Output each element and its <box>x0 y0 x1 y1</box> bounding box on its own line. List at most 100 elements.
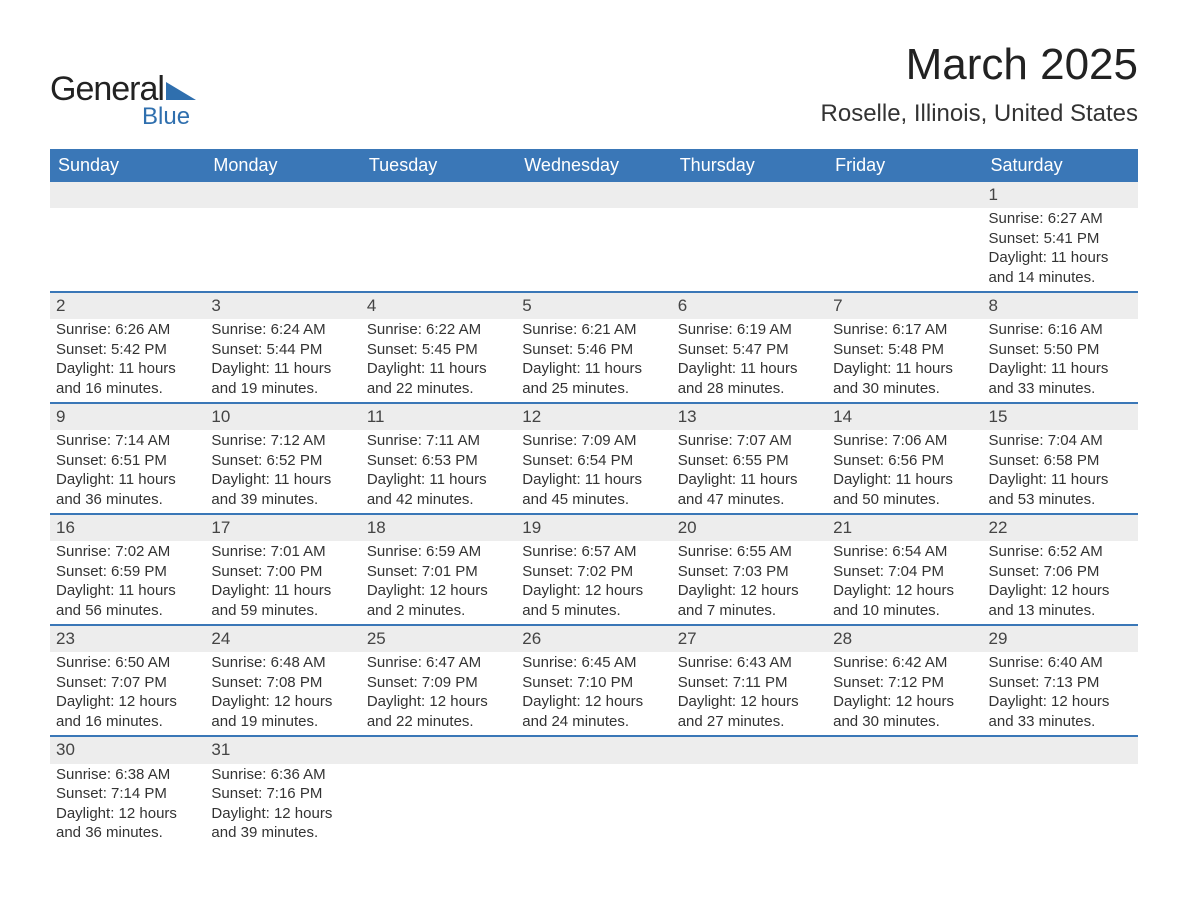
day-number-cell: 31 <box>205 736 360 763</box>
daylight-text: Daylight: 11 hours <box>678 470 821 490</box>
day-number-cell: 25 <box>361 625 516 652</box>
daylight-text: Daylight: 11 hours <box>522 470 665 490</box>
daylight-text: Daylight: 11 hours <box>989 470 1132 490</box>
day-number-cell: 4 <box>361 292 516 319</box>
title-block: March 2025 Roselle, Illinois, United Sta… <box>821 40 1138 128</box>
daylight-text: and 19 minutes. <box>211 712 354 732</box>
day-number-row: 9101112131415 <box>50 403 1138 430</box>
sunset-text: Sunset: 6:51 PM <box>56 451 199 471</box>
daylight-text: and 39 minutes. <box>211 823 354 843</box>
day-number-cell <box>672 736 827 763</box>
daylight-text: Daylight: 12 hours <box>367 692 510 712</box>
day-number-cell <box>50 182 205 208</box>
day-number-cell <box>516 182 671 208</box>
sunrise-text: Sunrise: 6:42 AM <box>833 653 976 673</box>
sunset-text: Sunset: 5:50 PM <box>989 340 1132 360</box>
day-number-cell <box>827 182 982 208</box>
day-number-cell: 23 <box>50 625 205 652</box>
sunrise-text: Sunrise: 6:59 AM <box>367 542 510 562</box>
day-body-cell: Sunrise: 6:24 AMSunset: 5:44 PMDaylight:… <box>205 319 360 403</box>
day-number-cell: 22 <box>983 514 1138 541</box>
daylight-text: Daylight: 12 hours <box>989 581 1132 601</box>
sunrise-text: Sunrise: 6:52 AM <box>989 542 1132 562</box>
daylight-text: and 16 minutes. <box>56 712 199 732</box>
day-number-cell: 16 <box>50 514 205 541</box>
sunrise-text: Sunrise: 6:17 AM <box>833 320 976 340</box>
day-body-cell <box>827 208 982 292</box>
daylight-text: and 36 minutes. <box>56 823 199 843</box>
sunset-text: Sunset: 7:10 PM <box>522 673 665 693</box>
day-number-cell <box>516 736 671 763</box>
weekday-header: Wednesday <box>516 149 671 182</box>
daylight-text: Daylight: 11 hours <box>211 581 354 601</box>
daylight-text: Daylight: 11 hours <box>833 359 976 379</box>
day-body-row: Sunrise: 6:26 AMSunset: 5:42 PMDaylight:… <box>50 319 1138 403</box>
day-number-row: 23242526272829 <box>50 625 1138 652</box>
day-body-cell: Sunrise: 6:27 AMSunset: 5:41 PMDaylight:… <box>983 208 1138 292</box>
day-number-cell: 11 <box>361 403 516 430</box>
day-number-cell: 9 <box>50 403 205 430</box>
daylight-text: and 50 minutes. <box>833 490 976 510</box>
daylight-text: Daylight: 12 hours <box>56 692 199 712</box>
daylight-text: and 14 minutes. <box>989 268 1132 288</box>
sunrise-text: Sunrise: 7:07 AM <box>678 431 821 451</box>
sunset-text: Sunset: 7:03 PM <box>678 562 821 582</box>
daylight-text: Daylight: 12 hours <box>211 804 354 824</box>
daylight-text: Daylight: 12 hours <box>211 692 354 712</box>
daylight-text: Daylight: 12 hours <box>367 581 510 601</box>
daylight-text: Daylight: 12 hours <box>678 581 821 601</box>
sunset-text: Sunset: 5:44 PM <box>211 340 354 360</box>
day-body-cell <box>361 764 516 847</box>
daylight-text: and 24 minutes. <box>522 712 665 732</box>
day-body-row: Sunrise: 7:02 AMSunset: 6:59 PMDaylight:… <box>50 541 1138 625</box>
daylight-text: Daylight: 11 hours <box>367 470 510 490</box>
sunrise-text: Sunrise: 6:24 AM <box>211 320 354 340</box>
header: General Blue March 2025 Roselle, Illinoi… <box>50 40 1138 131</box>
location-text: Roselle, Illinois, United States <box>821 100 1138 128</box>
day-number-cell: 28 <box>827 625 982 652</box>
daylight-text: and 45 minutes. <box>522 490 665 510</box>
sunset-text: Sunset: 7:02 PM <box>522 562 665 582</box>
sunrise-text: Sunrise: 6:21 AM <box>522 320 665 340</box>
weekday-header: Friday <box>827 149 982 182</box>
day-body-row: Sunrise: 6:38 AMSunset: 7:14 PMDaylight:… <box>50 764 1138 847</box>
weekday-header: Monday <box>205 149 360 182</box>
day-number-cell <box>983 736 1138 763</box>
day-body-cell <box>672 208 827 292</box>
daylight-text: Daylight: 12 hours <box>833 581 976 601</box>
day-body-cell: Sunrise: 6:45 AMSunset: 7:10 PMDaylight:… <box>516 652 671 736</box>
day-body-cell <box>827 764 982 847</box>
sunset-text: Sunset: 6:53 PM <box>367 451 510 471</box>
daylight-text: and 22 minutes. <box>367 379 510 399</box>
day-number-cell: 18 <box>361 514 516 541</box>
day-body-cell: Sunrise: 7:09 AMSunset: 6:54 PMDaylight:… <box>516 430 671 514</box>
day-number-cell <box>205 182 360 208</box>
weekday-header: Saturday <box>983 149 1138 182</box>
calendar-table: Sunday Monday Tuesday Wednesday Thursday… <box>50 149 1138 847</box>
sunset-text: Sunset: 5:48 PM <box>833 340 976 360</box>
day-number-cell: 1 <box>983 182 1138 208</box>
weekday-header: Sunday <box>50 149 205 182</box>
sunset-text: Sunset: 7:13 PM <box>989 673 1132 693</box>
daylight-text: Daylight: 11 hours <box>56 359 199 379</box>
sunset-text: Sunset: 6:58 PM <box>989 451 1132 471</box>
sunset-text: Sunset: 7:14 PM <box>56 784 199 804</box>
day-number-cell: 29 <box>983 625 1138 652</box>
day-body-cell: Sunrise: 7:14 AMSunset: 6:51 PMDaylight:… <box>50 430 205 514</box>
day-number-cell: 3 <box>205 292 360 319</box>
sunrise-text: Sunrise: 7:02 AM <box>56 542 199 562</box>
sunset-text: Sunset: 7:04 PM <box>833 562 976 582</box>
sunrise-text: Sunrise: 6:47 AM <box>367 653 510 673</box>
daylight-text: and 56 minutes. <box>56 601 199 621</box>
sunset-text: Sunset: 7:08 PM <box>211 673 354 693</box>
day-body-cell: Sunrise: 7:12 AMSunset: 6:52 PMDaylight:… <box>205 430 360 514</box>
day-body-row: Sunrise: 6:27 AMSunset: 5:41 PMDaylight:… <box>50 208 1138 292</box>
sunset-text: Sunset: 6:54 PM <box>522 451 665 471</box>
day-body-cell <box>516 208 671 292</box>
daylight-text: and 30 minutes. <box>833 379 976 399</box>
day-body-cell: Sunrise: 6:40 AMSunset: 7:13 PMDaylight:… <box>983 652 1138 736</box>
sunset-text: Sunset: 6:52 PM <box>211 451 354 471</box>
sunrise-text: Sunrise: 6:19 AM <box>678 320 821 340</box>
sunrise-text: Sunrise: 6:26 AM <box>56 320 199 340</box>
daylight-text: and 30 minutes. <box>833 712 976 732</box>
